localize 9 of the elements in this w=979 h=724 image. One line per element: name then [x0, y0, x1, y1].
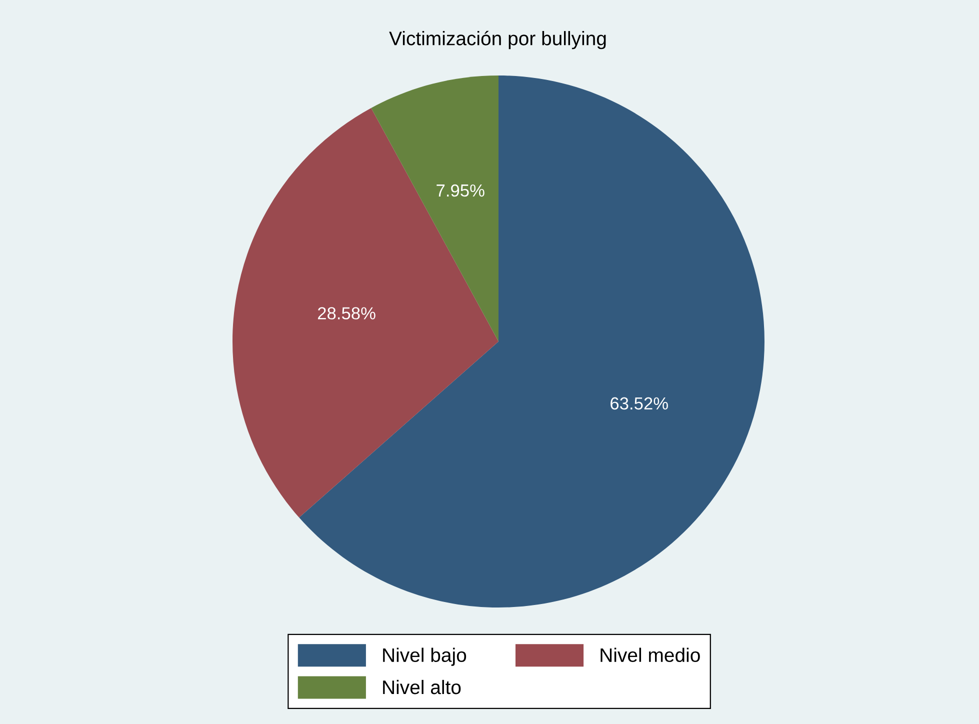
pie-slice — [232, 108, 498, 518]
data-label: 63.52% — [610, 397, 668, 410]
legend-label: Nivel bajo — [383, 648, 466, 666]
data-label: 28.58% — [318, 307, 376, 320]
legend-label: Nivel medio — [600, 648, 700, 662]
legend-label: Nivel alto — [383, 680, 461, 694]
data-label: 7.95% — [436, 184, 484, 197]
pie-slice — [299, 76, 764, 608]
chart-title: Victimización por bullying — [389, 30, 606, 50]
